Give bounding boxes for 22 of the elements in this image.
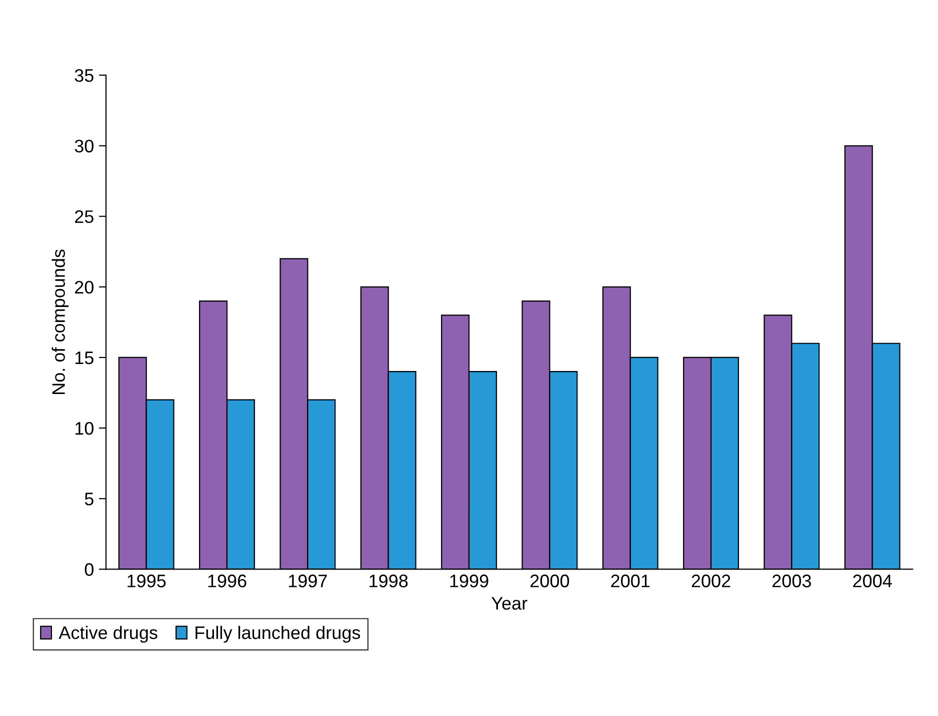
x-tick-label: 2001 xyxy=(611,574,650,588)
y-tick-label: 30 xyxy=(74,140,94,152)
y-tick-label: 10 xyxy=(75,422,94,435)
y-tick-label: 25 xyxy=(75,210,94,224)
y-tick-label: 20 xyxy=(75,280,94,294)
x-tick-label: 1998 xyxy=(370,574,408,588)
y-tick-label: 35 xyxy=(74,69,94,82)
x-tick-label: 2000 xyxy=(530,574,570,588)
x-tick-label: 1995 xyxy=(128,574,166,588)
x-tick-label: 1999 xyxy=(450,574,488,588)
y-tick-label: 15 xyxy=(75,352,94,364)
y-tick-label: 0 xyxy=(84,563,94,576)
legend-label: Fully launched drugs xyxy=(196,626,360,643)
y-tick-label: 5 xyxy=(84,492,94,506)
x-axis-title: Year xyxy=(491,597,528,610)
x-tick-label: 2002 xyxy=(692,574,730,588)
x-tick-label: 2004 xyxy=(853,574,892,588)
x-tick-label: 2003 xyxy=(772,574,811,588)
x-tick-label: 1996 xyxy=(208,574,246,588)
y-axis-title: No. of compounds xyxy=(52,250,69,394)
x-tick-label: 1997 xyxy=(288,574,327,588)
legend-label: Active drugs xyxy=(58,626,158,643)
